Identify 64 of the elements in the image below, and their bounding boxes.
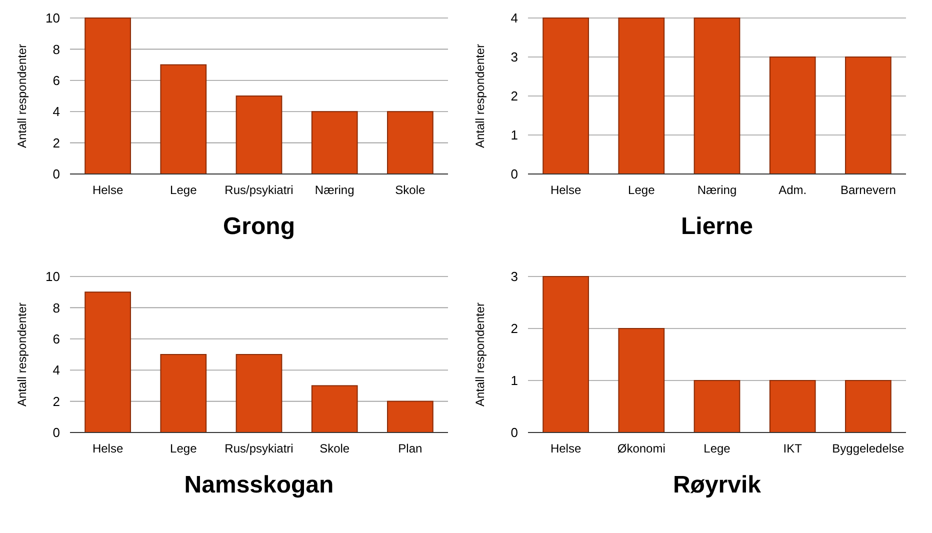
y-axis-title: Antall respondenter — [473, 302, 487, 407]
y-axis-title: Antall respondenter — [15, 44, 29, 148]
bar — [84, 18, 131, 174]
bar — [845, 380, 892, 433]
x-tick-label: Skole — [395, 183, 426, 197]
y-axis-title: Antall respondenter — [473, 44, 487, 148]
y-tick-label: 10 — [46, 269, 60, 284]
x-tick-label: Helse — [92, 442, 124, 456]
y-tick-label: 2 — [510, 88, 518, 104]
x-tick-label: Rus/psykiatri — [224, 442, 294, 456]
x-tick-label: Lege — [170, 183, 198, 197]
bar — [84, 292, 131, 433]
x-tick-label: Næring — [314, 183, 354, 197]
y-tick-label: 2 — [52, 394, 60, 409]
x-tick-label: Byggeledelse — [832, 442, 905, 456]
x-tick-label: Skole — [320, 442, 350, 456]
y-tick-label: 6 — [52, 72, 60, 88]
y-tick-label: 0 — [510, 166, 518, 182]
text: Namsskogan — [184, 472, 334, 498]
x-tick-label: Lege — [704, 442, 731, 456]
x-tick-label: Næring — [697, 183, 737, 197]
x-tick-label: Adm. — [778, 183, 807, 197]
x-tick-label: Lege — [628, 183, 656, 197]
x-tick-label: Helse — [550, 183, 582, 197]
bar — [769, 380, 816, 433]
y-tick-label: 6 — [52, 331, 60, 346]
text: Røyrvik — [672, 472, 762, 498]
y-tick-label: 0 — [52, 425, 60, 440]
y-tick-label: 0 — [52, 166, 60, 182]
y-tick-label: 10 — [46, 10, 60, 26]
y-tick-label: 4 — [52, 362, 60, 378]
bar — [236, 354, 282, 433]
bar — [311, 111, 358, 174]
text: Grong — [223, 213, 295, 240]
y-axis-title: Antall respondenter — [15, 302, 29, 407]
y-tick-label: 1 — [510, 373, 518, 388]
bar — [694, 380, 740, 433]
bar — [160, 64, 207, 174]
x-tick-label: IKT — [783, 442, 803, 456]
y-tick-label: 2 — [510, 321, 518, 336]
x-tick-label: Helse — [550, 442, 582, 456]
bar — [311, 385, 358, 433]
bar — [387, 400, 434, 433]
x-tick-label: Lege — [170, 442, 198, 456]
x-tick-label: Økonomi — [617, 442, 666, 456]
bar — [387, 111, 434, 174]
x-tick-label: Helse — [92, 183, 124, 197]
y-tick-label: 4 — [52, 104, 60, 120]
bar — [542, 276, 589, 433]
x-tick-label: Barnevern — [840, 183, 896, 197]
bar — [160, 354, 207, 433]
y-tick-label: 8 — [52, 42, 60, 57]
text: Lierne — [680, 213, 754, 240]
y-tick-label: 8 — [52, 300, 60, 316]
bar — [236, 96, 282, 174]
y-tick-label: 0 — [510, 425, 518, 440]
x-tick-label: Rus/psykiatri — [224, 183, 294, 197]
y-tick-label: 2 — [52, 135, 60, 150]
x-tick-label: Plan — [398, 442, 422, 456]
y-tick-label: 3 — [510, 269, 518, 284]
bar — [618, 328, 665, 433]
y-tick-label: 3 — [510, 50, 518, 65]
y-tick-label: 1 — [510, 128, 518, 143]
y-tick-label: 4 — [510, 10, 518, 26]
